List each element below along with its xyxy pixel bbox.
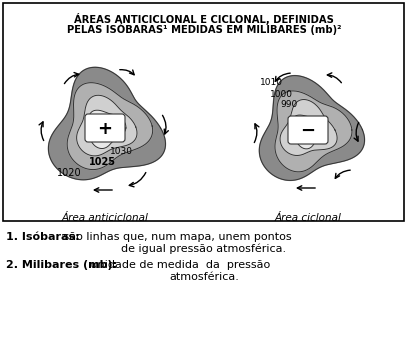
FancyBboxPatch shape xyxy=(3,3,404,221)
Text: +: + xyxy=(98,120,112,138)
Text: 1000: 1000 xyxy=(270,90,293,99)
Text: 2. Milibares (mb):: 2. Milibares (mb): xyxy=(6,260,117,270)
Text: 990: 990 xyxy=(280,100,297,109)
Text: PELAS ISÓBARAS¹ MEDIDAS EM MILIBARES (mb)²: PELAS ISÓBARAS¹ MEDIDAS EM MILIBARES (mb… xyxy=(67,23,341,35)
Polygon shape xyxy=(67,83,153,170)
Polygon shape xyxy=(259,76,365,180)
FancyBboxPatch shape xyxy=(288,116,328,144)
Text: 1030: 1030 xyxy=(110,147,133,156)
Polygon shape xyxy=(89,110,126,149)
Text: 1020: 1020 xyxy=(57,168,82,178)
Text: 1010: 1010 xyxy=(260,78,283,87)
FancyBboxPatch shape xyxy=(85,114,125,142)
Polygon shape xyxy=(275,91,352,172)
Text: −: − xyxy=(300,122,315,140)
Text: unidade de medida  da  pressão: unidade de medida da pressão xyxy=(87,260,270,270)
Polygon shape xyxy=(293,115,327,149)
Text: ÁREAS ANTICICLONAL E CICLONAL, DEFINIDAS: ÁREAS ANTICICLONAL E CICLONAL, DEFINIDAS xyxy=(74,13,334,25)
Text: 1. Isóbaras:: 1. Isóbaras: xyxy=(6,232,80,242)
Polygon shape xyxy=(77,95,137,156)
Polygon shape xyxy=(48,67,166,180)
Text: são linhas que, num mapa, unem pontos: são linhas que, num mapa, unem pontos xyxy=(60,232,292,242)
Text: Área anticiclonal: Área anticiclonal xyxy=(61,213,149,223)
Text: 1025: 1025 xyxy=(89,157,116,167)
Text: de igual pressão atmosférica.: de igual pressão atmosférica. xyxy=(121,244,287,255)
Polygon shape xyxy=(280,99,337,155)
Text: Área ciclonal: Área ciclonal xyxy=(275,213,341,223)
Text: atmosférica.: atmosférica. xyxy=(169,272,239,282)
